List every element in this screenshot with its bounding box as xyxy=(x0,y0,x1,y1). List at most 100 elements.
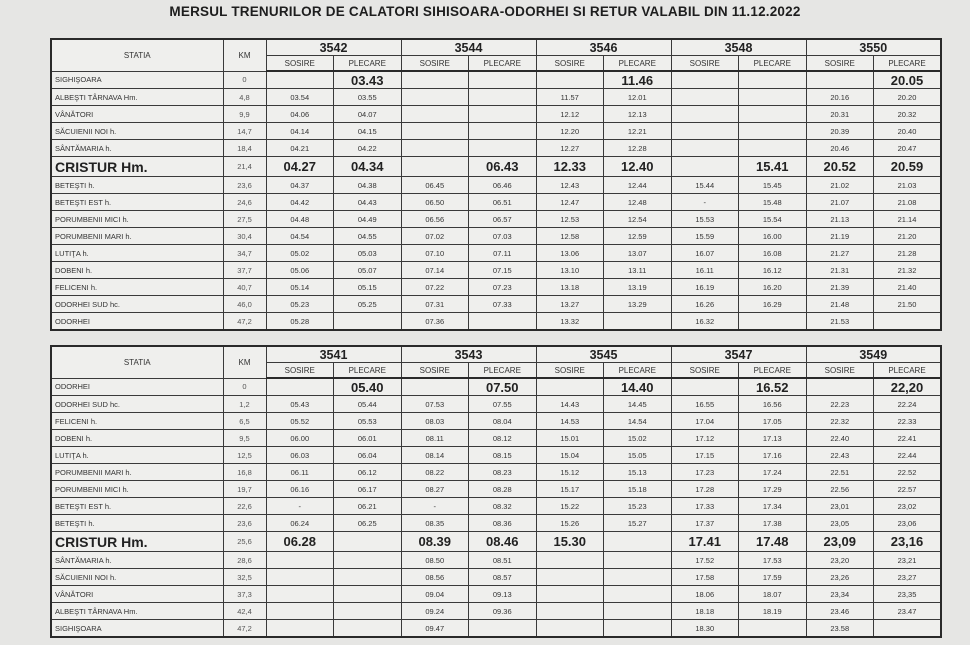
arrival-time: 06.56 xyxy=(400,210,469,228)
arrival-time: 05.28 xyxy=(265,312,334,331)
departure-time: 07.15 xyxy=(468,261,537,279)
departure-time: 17.48 xyxy=(738,531,807,552)
table-row: SÂNTĂMARIA h. 28,6 08.50 08.51 17.52 17.53 23,… xyxy=(50,551,942,569)
station-km: 42,4 xyxy=(222,602,267,620)
departure-time: 06.46 xyxy=(468,176,537,194)
table-row: SĂCUIENII NOI h. 14,7 04.14 04.15 12.20 12.21… xyxy=(50,122,942,140)
departure-time xyxy=(333,619,402,638)
column-header-departure: PLECARE xyxy=(873,55,942,72)
station-name: ODORHEI SUD hc. xyxy=(50,295,224,313)
column-header-arrival: SOSIRE xyxy=(265,55,334,72)
station-name: SIGHIŞOARA xyxy=(50,619,224,638)
departure-time: 06.12 xyxy=(333,463,402,481)
departure-time: 04.22 xyxy=(333,139,402,157)
arrival-time: 12.20 xyxy=(535,122,604,140)
arrival-time: 04.37 xyxy=(265,176,334,194)
station-name: VÂNĂTORI xyxy=(50,105,224,123)
departure-time: 05.53 xyxy=(333,412,402,430)
arrival-time: 21.07 xyxy=(805,193,874,211)
departure-time: 22,20 xyxy=(873,377,942,396)
station-name: FELICENI h. xyxy=(50,278,224,296)
arrival-time: 17.58 xyxy=(670,568,739,586)
arrival-time xyxy=(400,70,469,89)
arrival-time: 22.40 xyxy=(805,429,874,447)
departure-time: 21.14 xyxy=(873,210,942,228)
departure-time xyxy=(333,531,402,552)
arrival-time: 16.19 xyxy=(670,278,739,296)
departure-time xyxy=(603,551,672,569)
table-row: LUTIŢA h. 12,5 06.03 06.04 08.14 08.15 15.04 15… xyxy=(50,446,942,464)
train-number: 3542 xyxy=(265,38,402,56)
table-row: ODORHEI SUD hc. 46,0 05.23 05.25 07.31 07.33 1… xyxy=(50,295,942,313)
departure-time: 08.15 xyxy=(468,446,537,464)
arrival-time: 22.51 xyxy=(805,463,874,481)
departure-time: 17.53 xyxy=(738,551,807,569)
table-row: BETEŞTI EST h. 24,6 04.42 04.43 06.50 06.51 12… xyxy=(50,193,942,211)
header-row-sosire-plecare: SOSIRE PLECARE SOSIRE PLECARE SOSIRE PLECARE S… xyxy=(51,362,942,379)
arrival-time xyxy=(805,70,874,89)
column-header-arrival: SOSIRE xyxy=(535,362,604,379)
departure-time: 05.40 xyxy=(333,377,402,396)
departure-time: 18.07 xyxy=(738,585,807,603)
station-km: 37,7 xyxy=(222,261,267,279)
arrival-time: 06.28 xyxy=(265,531,334,552)
departure-time: 23,16 xyxy=(873,531,942,552)
departure-time: 15.18 xyxy=(603,480,672,498)
departure-time: 14.45 xyxy=(603,395,672,413)
train-number: 3549 xyxy=(805,345,942,363)
table-row: DOBENI h. 37,7 05.06 05.07 07.14 07.15 13.10 13… xyxy=(50,261,942,279)
arrival-time: 20.31 xyxy=(805,105,874,123)
arrival-time: - xyxy=(670,193,739,211)
departure-time xyxy=(333,312,402,331)
departure-time: 17.05 xyxy=(738,412,807,430)
departure-time xyxy=(738,139,807,157)
departure-time: 09.36 xyxy=(468,602,537,620)
arrival-time: 15.44 xyxy=(670,176,739,194)
departure-time: 05.03 xyxy=(333,244,402,262)
arrival-time xyxy=(670,70,739,89)
station-name: BETEŞTI h. xyxy=(50,176,224,194)
arrival-time: - xyxy=(400,497,469,515)
train-number: 3548 xyxy=(670,38,807,56)
station-km: 28,6 xyxy=(222,551,267,569)
arrival-time: 06.24 xyxy=(265,514,334,532)
arrival-time: 05.06 xyxy=(265,261,334,279)
arrival-time xyxy=(265,619,334,638)
arrival-time xyxy=(535,619,604,638)
arrival-time xyxy=(400,156,469,177)
header-row-sosire-plecare: SOSIRE PLECARE SOSIRE PLECARE SOSIRE PLECARE S… xyxy=(51,55,942,72)
station-name: SÂNTĂMARIA h. xyxy=(50,551,224,569)
arrival-time: 17.23 xyxy=(670,463,739,481)
arrival-time xyxy=(535,551,604,569)
departure-time: 08.12 xyxy=(468,429,537,447)
arrival-time: 05.02 xyxy=(265,244,334,262)
departure-time xyxy=(468,88,537,106)
arrival-time: 08.22 xyxy=(400,463,469,481)
arrival-time: 21.48 xyxy=(805,295,874,313)
table-row: PORUMBENII MICI h. 27,5 04.48 04.49 06.56 06.… xyxy=(50,210,942,228)
arrival-time: 23,09 xyxy=(805,531,874,552)
station-name: CRISTUR Hm. xyxy=(50,156,224,177)
arrival-time: 22.32 xyxy=(805,412,874,430)
table-row: BETEŞTI EST h. 22,6-06.21-08.32 15.22 15.23… xyxy=(50,497,942,515)
station-km: 22,6 xyxy=(222,497,267,515)
arrival-time: - xyxy=(265,497,334,515)
train-number: 3546 xyxy=(535,38,672,56)
arrival-time: 21.27 xyxy=(805,244,874,262)
train-number: 3545 xyxy=(535,345,672,363)
arrival-time xyxy=(265,585,334,603)
table-row: PORUMBENII MARI h. 16,8 06.11 06.12 08.22 08.… xyxy=(50,463,942,481)
arrival-time: 21.39 xyxy=(805,278,874,296)
departure-time: 05.44 xyxy=(333,395,402,413)
table-row: ALBEŞTI TÂRNAVA Hm. 42,4 09.24 09.36 18.18 18… xyxy=(50,602,942,620)
arrival-time: 08.35 xyxy=(400,514,469,532)
station-km: 21,4 xyxy=(222,156,267,177)
departure-time: 17.34 xyxy=(738,497,807,515)
departure-time: 07.55 xyxy=(468,395,537,413)
arrival-time: 04.14 xyxy=(265,122,334,140)
column-header-arrival: SOSIRE xyxy=(670,55,739,72)
departure-time: 17.24 xyxy=(738,463,807,481)
timetable-title: MERSUL TRENURILOR DE CALATORI SIHISOARA-… xyxy=(169,4,801,19)
departure-time: 08.23 xyxy=(468,463,537,481)
arrival-time: 12.12 xyxy=(535,105,604,123)
